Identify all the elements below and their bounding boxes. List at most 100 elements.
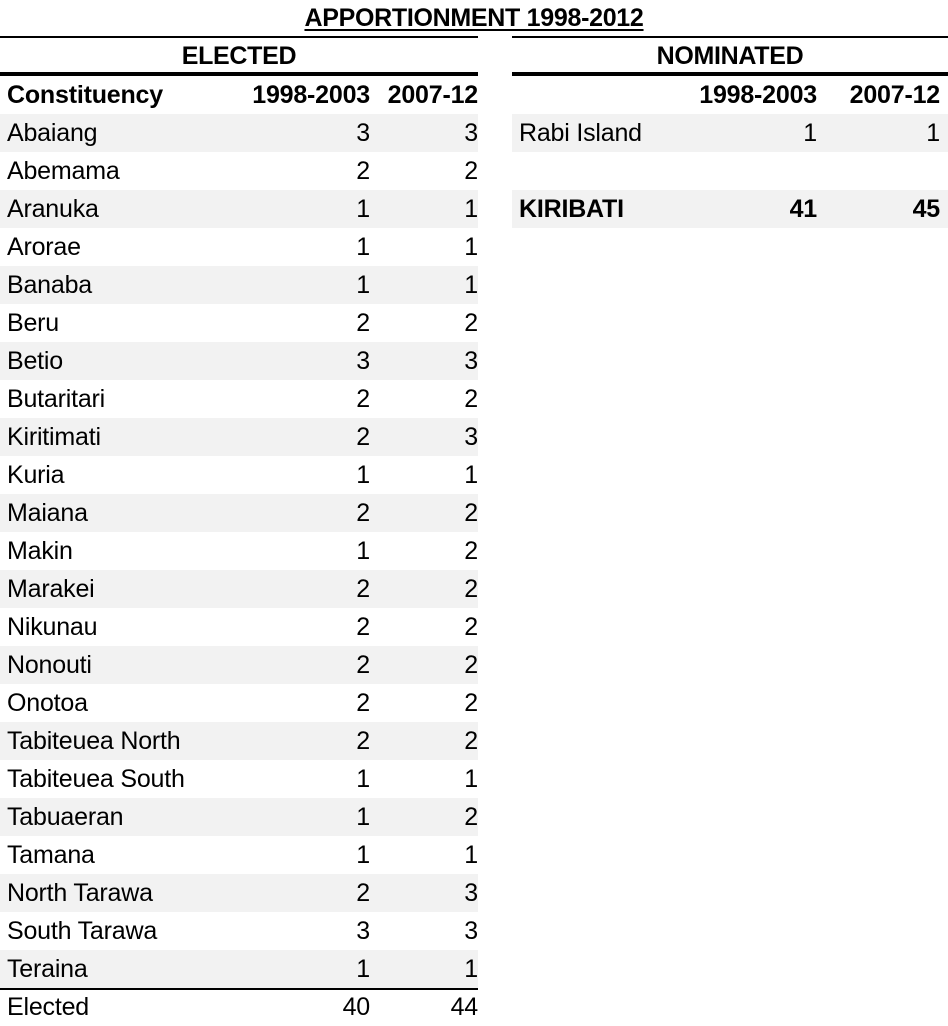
seats-1998-2003: 2 [356,613,370,641]
table-row: Nikunau 2 2 [0,608,478,646]
seats-2007-12: 2 [464,613,478,641]
seats-1998-2003: 1 [356,537,370,565]
table-row: Nonouti 2 2 [0,646,478,684]
table-row: Tabuaeran 1 2 [0,798,478,836]
table-row: Makin 1 2 [0,532,478,570]
seats-2007-12: 2 [464,575,478,603]
page-title: APPORTIONMENT 1998-2012 [304,4,644,32]
table-row: Rabi Island 1 1 [512,114,948,152]
kiribati-total-row: KIRIBATI 41 45 [512,190,948,228]
constituency-name: Nonouti [7,651,92,679]
seats-1998-2003: 1 [803,119,817,147]
kiribati-label: KIRIBATI [519,195,624,223]
elected-heading: ELECTED [0,36,478,76]
constituency-name: Butaritari [7,385,106,413]
constituency-name: South Tarawa [7,917,158,945]
table-row: Arorae 1 1 [0,228,478,266]
table-row: Tamana 1 1 [0,836,478,874]
constituency-name: Tamana [7,841,95,869]
seats-2007-12: 3 [464,879,478,907]
total-2007-12: 44 [450,993,479,1021]
constituency-name: Banaba [7,271,92,299]
table-row: Kiritimati 2 3 [0,418,478,456]
seats-1998-2003: 1 [356,233,370,261]
seats-1998-2003: 2 [356,689,370,717]
constituency-name: Onotoa [7,689,88,717]
constituency-name: Kiritimati [7,423,101,451]
seats-1998-2003: 2 [356,651,370,679]
constituency-name: Rabi Island [519,119,642,147]
column-header-2007-12: 2007-12 [849,81,941,109]
kiribati-1998-2003: 41 [789,195,818,223]
constituency-name: Arorae [7,233,81,261]
column-header-blank [512,76,669,114]
elected-rows: Abaiang 3 3 Abemama 2 2 Aranuka 1 1 Arorae 1 1 Banab… [0,114,478,988]
table-row: Onotoa 2 2 [0,684,478,722]
seats-1998-2003: 2 [356,309,370,337]
seats-1998-2003: 1 [356,195,370,223]
seats-2007-12: 2 [464,157,478,185]
seats-1998-2003: 2 [356,879,370,907]
table-row: Kuria 1 1 [0,456,478,494]
column-header-1998-2003: 1998-2003 [699,81,817,109]
seats-2007-12: 3 [464,917,478,945]
constituency-name: Tabuaeran [7,803,124,831]
table-row: North Tarawa 2 3 [0,874,478,912]
seats-2007-12: 3 [464,347,478,375]
seats-1998-2003: 2 [356,157,370,185]
seats-2007-12: 2 [464,689,478,717]
kiribati-2007-12: 45 [912,195,941,223]
seats-1998-2003: 2 [356,575,370,603]
constituency-name: Teraina [7,955,88,983]
constituency-name: Tabiteuea North [7,727,181,755]
seats-2007-12: 1 [464,461,478,489]
table-row: Banaba 1 1 [0,266,478,304]
table-row: Beru 2 2 [0,304,478,342]
seats-2007-12: 3 [464,119,478,147]
seats-1998-2003: 1 [356,955,370,983]
constituency-name: North Tarawa [7,879,153,907]
elected-column-headers: Constituency 1998-2003 2007-12 [0,76,478,114]
table-row: South Tarawa 3 3 [0,912,478,950]
table-row: Marakei 2 2 [0,570,478,608]
constituency-name: Marakei [7,575,95,603]
seats-2007-12: 1 [464,271,478,299]
nominated-rows: Rabi Island 1 1 [512,114,948,152]
table-row: Betio 3 3 [0,342,478,380]
seats-1998-2003: 2 [356,499,370,527]
seats-2007-12: 1 [926,119,940,147]
table-row: Aranuka 1 1 [0,190,478,228]
elected-section: ELECTED Constituency 1998-2003 2007-12 A… [0,36,478,1026]
seats-1998-2003: 2 [356,385,370,413]
constituency-name: Kuria [7,461,65,489]
seats-1998-2003: 1 [356,765,370,793]
spacer [512,152,948,190]
seats-1998-2003: 1 [356,803,370,831]
table-row: Butaritari 2 2 [0,380,478,418]
table-row: Abaiang 3 3 [0,114,478,152]
elected-total-row: Elected 40 44 [0,988,478,1026]
seats-2007-12: 2 [464,803,478,831]
table-row: Abemama 2 2 [0,152,478,190]
table-row: Tabiteuea South 1 1 [0,760,478,798]
total-label: Elected [7,993,89,1021]
seats-2007-12: 2 [464,537,478,565]
seats-2007-12: 2 [464,385,478,413]
column-header-1998-2003: 1998-2003 [252,81,370,109]
seats-1998-2003: 3 [356,917,370,945]
constituency-name: Beru [7,309,60,337]
seats-1998-2003: 2 [356,423,370,451]
table-row: Tabiteuea North 2 2 [0,722,478,760]
table-row: Teraina 1 1 [0,950,478,988]
seats-2007-12: 2 [464,651,478,679]
nominated-heading: NOMINATED [512,36,948,76]
seats-1998-2003: 1 [356,271,370,299]
seats-1998-2003: 3 [356,119,370,147]
constituency-name: Betio [7,347,63,375]
seats-2007-12: 1 [464,233,478,261]
seats-2007-12: 3 [464,423,478,451]
seats-1998-2003: 1 [356,461,370,489]
seats-2007-12: 1 [464,841,478,869]
constituency-name: Makin [7,537,73,565]
column-header-constituency: Constituency [7,81,163,109]
